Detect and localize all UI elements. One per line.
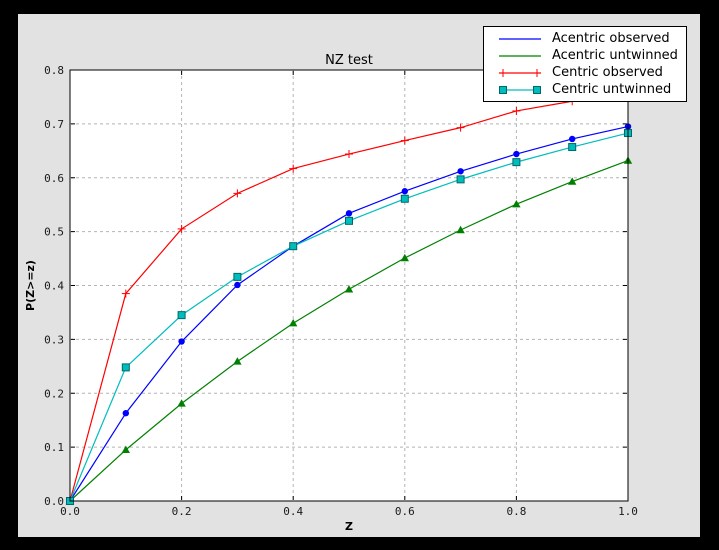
triangle-marker (344, 285, 354, 293)
triangle-marker (289, 319, 298, 327)
x-axis-label: Z (345, 520, 353, 533)
circle-marker (457, 168, 464, 175)
legend-sample-line (499, 85, 541, 94)
square-marker (499, 85, 507, 94)
nz-test-chart: 0.0 0.2 0.4 0.6 0.8 1.0 0.0 0.1 0.2 0.3 0.4 0.5 0.6 0… (24, 53, 638, 533)
circle-marker (178, 338, 185, 345)
y-tick-label: 0.3 (44, 333, 64, 346)
triangle-marker (177, 399, 186, 407)
x-tick-label: 0.4 (283, 505, 303, 518)
y-tick-label: 0.8 (44, 64, 64, 77)
legend-item-label: Centric untwinned (552, 82, 672, 97)
legend-sample-line (499, 54, 541, 57)
triangle-marker (512, 199, 521, 208)
x-tick-label: 0.0 (60, 505, 80, 518)
x-tick-label: 0.6 (395, 505, 415, 518)
circle-marker (345, 210, 353, 217)
axes-frame (69, 69, 629, 502)
square-marker (533, 85, 541, 94)
y-tick-label: 0.0 (44, 495, 64, 508)
x-tick-label: 0.2 (172, 505, 192, 518)
legend-item: Centric observed (484, 64, 686, 81)
legend-item-label: Acentric untwinned (552, 48, 678, 63)
square-marker (177, 311, 186, 320)
square-marker (233, 272, 242, 281)
y-tick-label: 0.1 (44, 441, 64, 454)
circle-marker (122, 409, 129, 417)
x-tick-label: 1.0 (618, 505, 638, 518)
grid-lines (70, 70, 628, 501)
figure-canvas: 0.0 0.2 0.4 0.6 0.8 1.0 0.0 0.1 0.2 0.3 0.4 0.5 0.6 0… (18, 14, 700, 537)
triangle-marker (233, 357, 242, 365)
square-marker (568, 143, 577, 152)
square-marker (345, 216, 353, 225)
legend-item-label: Centric observed (552, 65, 663, 80)
legend-item-label: Acentric observed (552, 31, 670, 46)
circle-marker (234, 281, 241, 289)
square-marker (400, 194, 409, 203)
square-marker (289, 242, 298, 251)
tick-labels: 0.0 0.2 0.4 0.6 0.8 1.0 0.0 0.1 0.2 0.3 0.4 0.5 0.6 0… (44, 64, 638, 518)
y-tick-label: 0.4 (44, 280, 64, 293)
legend-item: Acentric observed (484, 30, 686, 47)
triangle-marker (121, 445, 130, 454)
legend: Acentric observed Acentric untwinned Centr… (483, 26, 687, 102)
y-tick-label: 0.7 (44, 118, 64, 131)
square-marker (456, 175, 465, 184)
legend-item: Acentric untwinned (484, 47, 686, 64)
square-marker (121, 363, 130, 372)
y-tick-label: 0.5 (44, 226, 64, 239)
y-tick-label: 0.2 (44, 387, 64, 400)
triangle-marker (456, 225, 465, 234)
y-tick-label: 0.6 (44, 172, 64, 185)
legend-sample-line (499, 37, 541, 40)
legend-item: Centric untwinned (484, 81, 686, 98)
circle-marker (513, 150, 520, 158)
legend-sample-line (499, 68, 541, 77)
chart-title: NZ test (325, 53, 373, 68)
data-series (65, 88, 633, 505)
square-marker (512, 158, 521, 167)
triangle-marker (568, 177, 577, 185)
triangle-marker (400, 253, 409, 262)
circle-marker (401, 188, 408, 195)
circle-marker (569, 135, 576, 143)
x-tick-label: 0.8 (506, 505, 526, 518)
y-axis-label: P(Z>=z) (24, 260, 37, 311)
